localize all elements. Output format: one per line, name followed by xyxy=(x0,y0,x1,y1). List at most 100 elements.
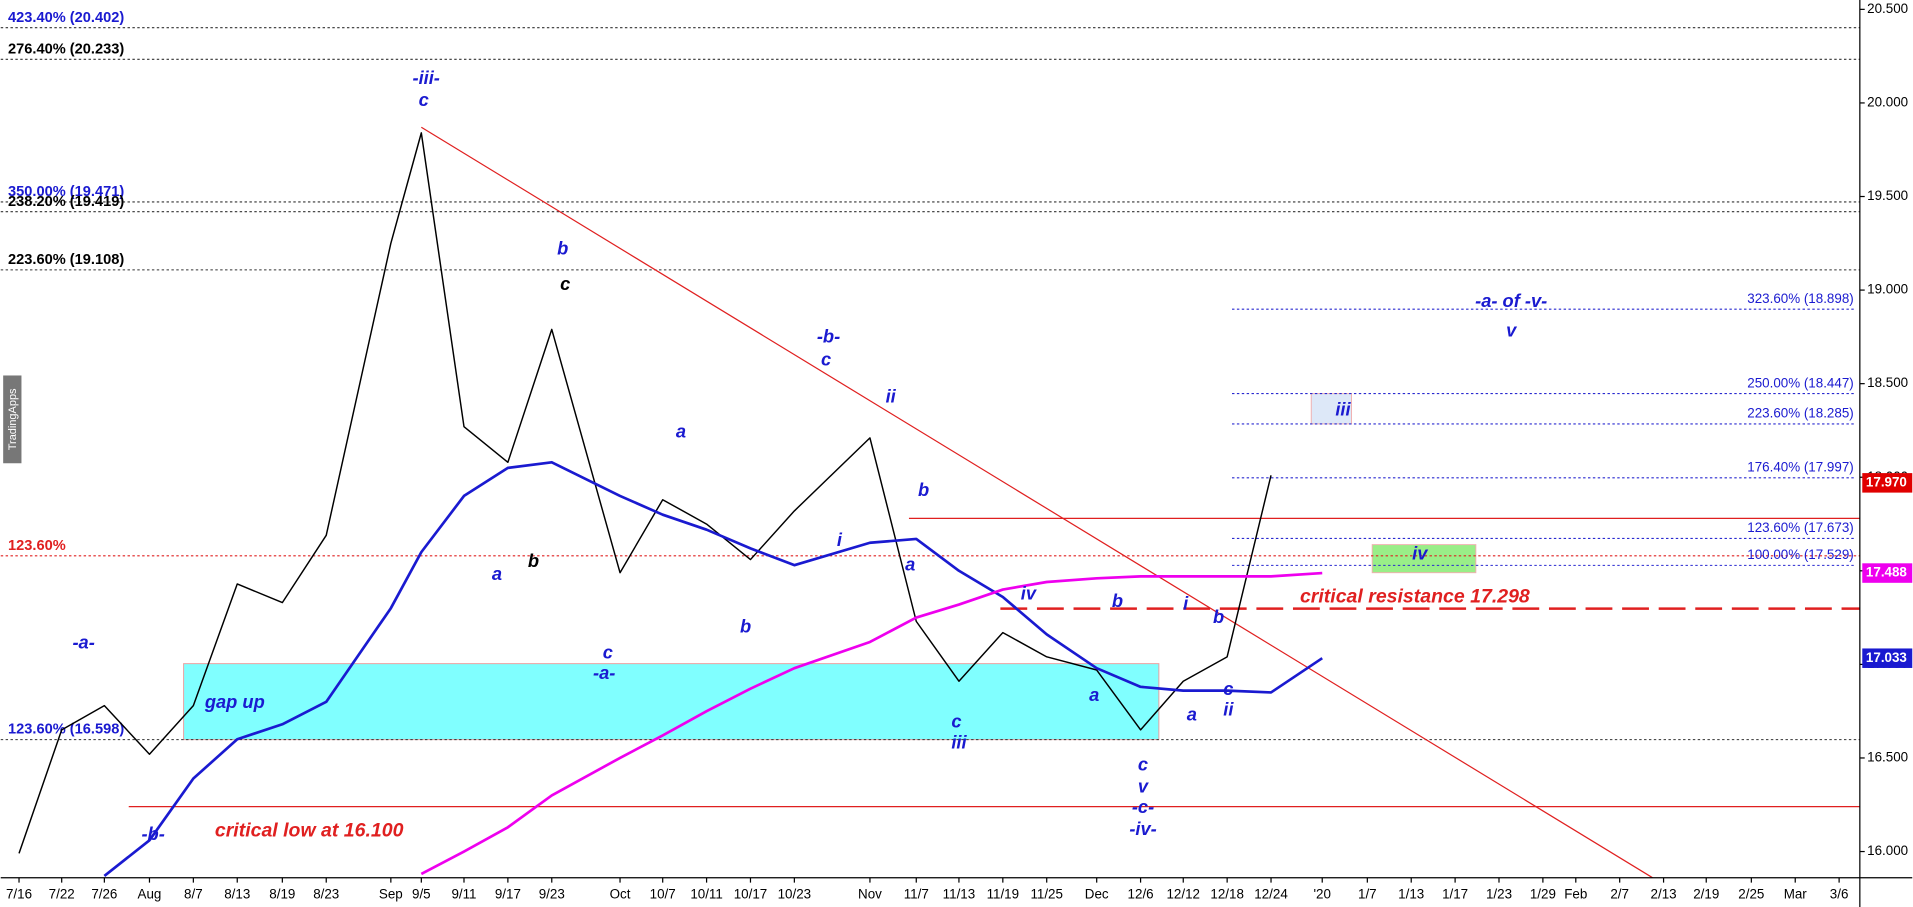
wave-label: -iii- xyxy=(413,67,440,88)
wave-label: c xyxy=(1223,678,1233,699)
y-tick-label: 19.500 xyxy=(1867,188,1908,203)
wave-label: b xyxy=(918,479,929,500)
wave-label: c xyxy=(951,711,961,732)
x-tick-label: 1/17 xyxy=(1442,886,1468,901)
x-tick-label: 10/11 xyxy=(690,886,723,901)
price-tag xyxy=(1862,563,1913,583)
x-tick-label: 2/25 xyxy=(1738,886,1764,901)
x-tick-label: 12/6 xyxy=(1128,886,1154,901)
fib-label: 276.40% (20.233) xyxy=(8,41,124,57)
price-tag-label: 17.488 xyxy=(1866,565,1908,580)
x-tick-label: Nov xyxy=(858,886,882,901)
x-tick-label: 9/5 xyxy=(412,886,431,901)
x-tick-label: 1/13 xyxy=(1398,886,1424,901)
wave-label: iii xyxy=(1335,399,1351,420)
price-tag xyxy=(1862,473,1913,493)
fib-label: 223.60% (18.285) xyxy=(1747,406,1853,421)
wave-label: v xyxy=(1506,319,1517,340)
wave-label: c xyxy=(1138,753,1148,774)
x-tick-label: 8/19 xyxy=(269,886,295,901)
wave-label: iii xyxy=(951,731,967,752)
x-tick-label: 10/7 xyxy=(650,886,676,901)
x-tick-label: 2/13 xyxy=(1651,886,1677,901)
x-tick-label: Mar xyxy=(1784,886,1808,901)
x-tick-label: 11/13 xyxy=(943,886,976,901)
wave-label: v xyxy=(1138,775,1149,796)
x-tick-label: Dec xyxy=(1085,886,1109,901)
fib-label: 323.60% (18.898) xyxy=(1747,291,1853,306)
axis-panel xyxy=(0,877,1913,907)
fib-label: 423.40% (20.402) xyxy=(8,10,124,26)
series-line xyxy=(103,460,1323,877)
fib-label: 123.60% (16.598) xyxy=(8,722,124,738)
x-tick-label: 12/24 xyxy=(1254,886,1288,901)
axis-panel xyxy=(1859,0,1913,907)
zone xyxy=(183,663,1160,741)
y-tick-label: 18.500 xyxy=(1867,375,1908,390)
x-tick-label: 8/23 xyxy=(313,886,339,901)
x-tick-label: Feb xyxy=(1564,886,1587,901)
y-tick-label: 16.500 xyxy=(1867,750,1908,765)
wave-label: i xyxy=(837,529,843,550)
wave-label: -a- xyxy=(72,632,94,653)
price-tag-label: 17.970 xyxy=(1866,474,1907,489)
x-tick-label: 12/18 xyxy=(1210,886,1244,901)
x-tick-label: 10/23 xyxy=(778,886,812,901)
wave-label: a xyxy=(676,421,686,442)
wave-label: iv xyxy=(1021,583,1037,604)
wave-label: -b- xyxy=(141,823,164,844)
x-tick-label: 3/6 xyxy=(1830,886,1849,901)
x-tick-label: 7/26 xyxy=(91,886,117,901)
x-tick-label: 11/25 xyxy=(1030,886,1063,901)
wave-label: c xyxy=(821,349,831,370)
wave-label: b xyxy=(528,550,539,571)
wave-label: b xyxy=(557,238,568,259)
wave-label: -a- of -v- xyxy=(1475,290,1547,311)
fib-label: 123.60% xyxy=(8,538,66,554)
wave-label: -a- xyxy=(593,662,615,683)
fib-label: 250.00% (18.447) xyxy=(1747,375,1853,390)
wave-label: -iv- xyxy=(1129,818,1156,839)
trendline xyxy=(421,126,1653,879)
fib-label: 223.60% (19.108) xyxy=(8,252,124,268)
x-tick-label: 2/19 xyxy=(1693,886,1719,901)
x-tick-label: Sep xyxy=(379,886,403,901)
x-tick-label: 10/17 xyxy=(734,886,768,901)
x-tick-label: Aug xyxy=(138,886,162,901)
wave-label: c xyxy=(419,89,429,110)
series-line xyxy=(420,571,1323,876)
x-tick-label: 9/11 xyxy=(451,886,476,901)
x-tick-label: 7/22 xyxy=(49,886,75,901)
x-tick-label: 7/16 xyxy=(6,886,32,901)
wave-label: critical low at 16.100 xyxy=(215,820,404,842)
series-line xyxy=(18,132,1272,854)
wave-label: a xyxy=(1089,684,1099,705)
fib-label: 100.00% (17.529) xyxy=(1747,547,1853,562)
fib-label: 350.00% (19.471) xyxy=(8,184,124,200)
wave-label: critical resistance 17.298 xyxy=(1300,586,1530,608)
x-tick-label: 8/13 xyxy=(224,886,250,901)
wave-label: b xyxy=(1213,606,1224,627)
x-tick-label: 2/7 xyxy=(1610,886,1629,901)
wave-label: ii xyxy=(886,385,897,406)
fib-label: 238.20% (19.419) xyxy=(8,194,124,210)
x-tick-label: 12/12 xyxy=(1166,886,1200,901)
x-tick-label: 1/7 xyxy=(1358,886,1377,901)
wave-label: -b- xyxy=(817,326,840,347)
x-tick-label: 9/23 xyxy=(539,886,565,901)
x-tick-label: 11/7 xyxy=(904,886,929,901)
wave-label: ii xyxy=(1223,699,1234,720)
wave-label: -c- xyxy=(1132,796,1154,817)
wave-label: a xyxy=(1187,703,1197,724)
x-tick-label: '20 xyxy=(1313,886,1330,901)
watermark: TradingApps xyxy=(7,388,19,450)
x-tick-label: 9/17 xyxy=(495,886,521,901)
x-tick-label: 1/29 xyxy=(1530,886,1556,901)
wave-label: a xyxy=(492,563,502,584)
y-tick-label: 20.000 xyxy=(1867,94,1908,109)
x-tick-label: Oct xyxy=(610,886,631,901)
fib-label: 123.60% (17.673) xyxy=(1747,520,1853,535)
wave-label: iv xyxy=(1412,543,1428,564)
